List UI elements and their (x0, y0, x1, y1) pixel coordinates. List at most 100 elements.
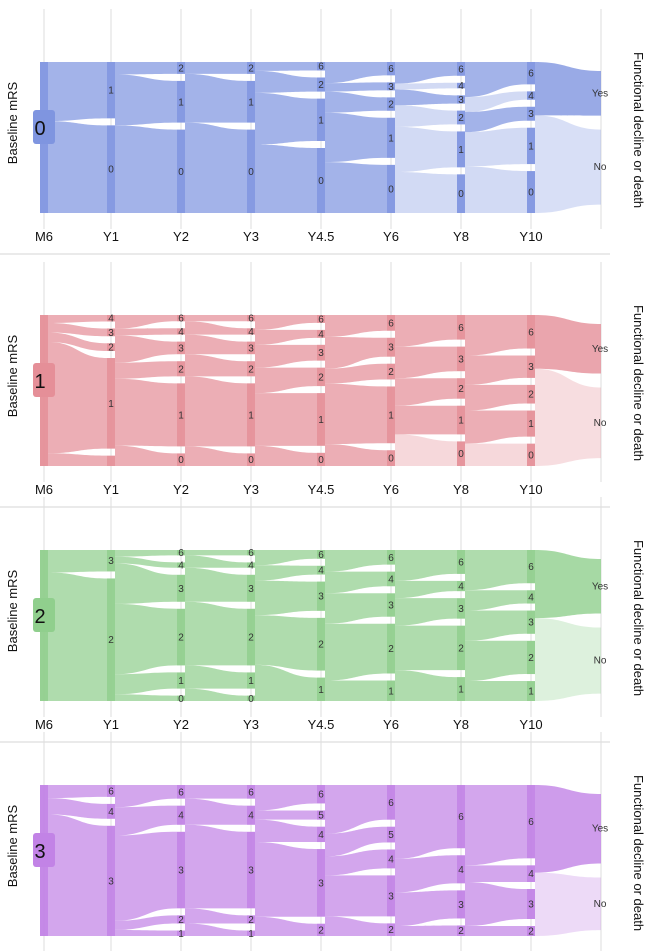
node-label: 3 (318, 348, 324, 359)
flow-band (395, 172, 457, 213)
flow-band (325, 593, 387, 624)
node-label: 4 (178, 327, 184, 338)
node-label: 2 (318, 372, 324, 383)
flow-band (395, 434, 457, 466)
node-bar (317, 849, 325, 917)
flow-band (325, 571, 387, 594)
flow-band (185, 321, 247, 335)
node-label: 3 (318, 878, 324, 889)
node-bar (177, 361, 185, 377)
flow-band (465, 926, 527, 936)
node-bar (457, 110, 465, 125)
flow-band (115, 929, 177, 936)
outcome-label-no: No (594, 162, 607, 173)
node-label: 0 (108, 165, 114, 176)
node-label: 2 (178, 63, 184, 74)
baseline-badge (33, 833, 55, 867)
flow-band (48, 342, 107, 454)
node-bar (177, 930, 185, 936)
flow-band (395, 62, 457, 84)
node-label: 6 (248, 314, 254, 325)
x-tick-label: Y6 (383, 717, 399, 732)
node-bar (527, 127, 535, 165)
node-bar (107, 343, 115, 352)
x-tick-label: Y1 (103, 482, 119, 497)
node-bar (317, 565, 325, 575)
node-bar (527, 171, 535, 213)
flow-band (325, 91, 387, 113)
flow-band (395, 405, 457, 435)
flow-band (48, 785, 107, 799)
right-outcome-label: Functional decline or death (631, 775, 646, 931)
flow-band (185, 567, 247, 602)
node-bar (177, 383, 185, 447)
flow-band (465, 410, 527, 444)
flow-to-yes (535, 550, 601, 619)
flow-band (395, 670, 457, 701)
flow-band (325, 916, 387, 936)
flow-band (48, 453, 107, 466)
node-bar (177, 574, 185, 602)
node-bar (247, 453, 255, 466)
node-label: 0 (458, 449, 464, 460)
node-label: 4 (108, 314, 114, 325)
flow-band (255, 916, 317, 936)
node-bar (317, 329, 325, 338)
node-bar (527, 785, 535, 859)
flow-band (185, 446, 247, 466)
node-label: 6 (318, 550, 324, 561)
node-label: 1 (318, 415, 324, 426)
node-bar (527, 315, 535, 349)
node-label: 6 (458, 323, 464, 334)
node-label: 2 (108, 635, 114, 646)
flow-band (255, 367, 317, 394)
flow-band (465, 865, 527, 882)
flow-band (255, 70, 317, 93)
flow-band (465, 355, 527, 385)
flow-band (325, 875, 387, 917)
flow-to-no (535, 368, 601, 466)
node-bar (247, 608, 255, 666)
node-label: 3 (528, 618, 534, 629)
flow-band (115, 445, 177, 466)
node-bar (177, 453, 185, 466)
flow-band (465, 681, 527, 701)
node-label: 3 (248, 343, 254, 354)
flow-band (325, 444, 387, 466)
node-label: 1 (458, 685, 464, 696)
node-bar (457, 580, 465, 592)
node-bar (527, 355, 535, 378)
flow-band (48, 550, 107, 573)
flow-band (465, 610, 527, 641)
flow-band (395, 890, 457, 927)
node-label: 4 (458, 865, 464, 876)
node-bar (107, 578, 115, 701)
node-label: 2 (248, 364, 254, 375)
flow-band (255, 810, 317, 820)
flow-band (395, 580, 457, 599)
x-tick-label: Y3 (243, 229, 259, 244)
flow-band (255, 580, 317, 616)
x-tick-label: Y4.5 (308, 482, 335, 497)
node-label: 0 (248, 694, 254, 705)
node-label: 4 (248, 327, 254, 338)
x-tick-label: Y2 (173, 717, 189, 732)
node-bar (527, 91, 535, 100)
y-axis-label: Baseline mRS (5, 804, 20, 887)
node-bar (107, 785, 115, 797)
node-bar (457, 785, 465, 849)
node-label: 2 (178, 915, 184, 926)
outcome-label-yes: Yes (592, 344, 608, 355)
node-label: 2 (178, 364, 184, 375)
y-axis-label: Baseline mRS (5, 569, 20, 652)
node-bar (107, 550, 115, 572)
flow-band (465, 62, 527, 98)
flow-band (185, 798, 247, 825)
node-bar (247, 341, 255, 355)
node-label: 6 (458, 64, 464, 75)
node-bar (387, 386, 395, 444)
node-label: 3 (178, 584, 184, 595)
node-label: 6 (248, 548, 254, 559)
flow-band (185, 354, 247, 377)
node-label: 0 (388, 454, 394, 465)
